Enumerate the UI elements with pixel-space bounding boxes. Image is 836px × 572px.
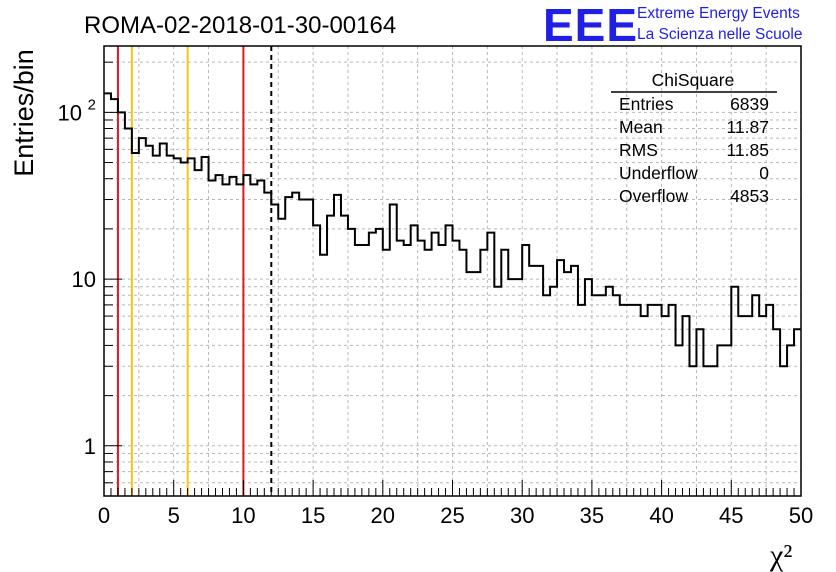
x-tick-label: 15 (301, 503, 325, 528)
stat-value-overflow: 4853 (730, 186, 769, 206)
stat-label-overflow: Overflow (619, 186, 688, 206)
vertical-cut-lines (116, 46, 273, 496)
y-tick-label: 10 (58, 100, 82, 125)
stat-label-mean: Mean (619, 117, 663, 137)
x-tick-label: 0 (98, 503, 110, 528)
grid-layer (104, 46, 801, 496)
x-tick-label: 25 (440, 503, 464, 528)
histogram-bins (104, 92, 801, 368)
stat-label-rms: RMS (619, 140, 658, 160)
y-tick-label-exponent: 2 (88, 96, 96, 113)
histogram-clip-group (104, 92, 801, 368)
x-tick-label: 5 (168, 503, 180, 528)
axes-layer: 0 5 10 15 20 25 30 35 40 45 50 1 10 10 2 (58, 45, 813, 528)
x-tick-label: 35 (580, 503, 604, 528)
eee-logo-line1: Extreme Energy Events (637, 5, 800, 22)
stat-value-rms: 11.85 (727, 140, 770, 160)
x-tick-label: 40 (649, 503, 673, 528)
y-tick-label: 10 (72, 267, 96, 292)
eee-logo-line2: La Scienza nelle Scuole (637, 26, 802, 43)
stat-value-underflow: 0 (759, 163, 769, 183)
stat-label-underflow: Underflow (619, 163, 698, 183)
stat-value-entries: 6839 (730, 94, 769, 114)
chart-title: ROMA-02-2018-01-30-00164 (84, 12, 396, 39)
x-axis-label: χ² (769, 539, 792, 572)
y-tick-label: 1 (84, 434, 96, 459)
x-tick-label: 45 (719, 503, 743, 528)
x-tick-label: 30 (510, 503, 534, 528)
x-tick-label: 10 (231, 503, 255, 528)
x-tick-label: 20 (371, 503, 395, 528)
stats-title: ChiSquare (652, 70, 735, 90)
stats-box: ChiSquare Entries 6839 Mean 11.87 RMS 11… (611, 70, 777, 206)
x-tick-label: 50 (789, 503, 813, 528)
stat-value-mean: 11.87 (727, 117, 770, 137)
eee-logo: EEE Extreme Energy Events La Scienza nel… (543, 0, 802, 51)
y-axis-label: Entries/bin (9, 49, 39, 177)
stat-label-entries: Entries (619, 94, 674, 114)
eee-logo-text: EEE (543, 0, 638, 51)
histogram-layer (104, 92, 801, 368)
